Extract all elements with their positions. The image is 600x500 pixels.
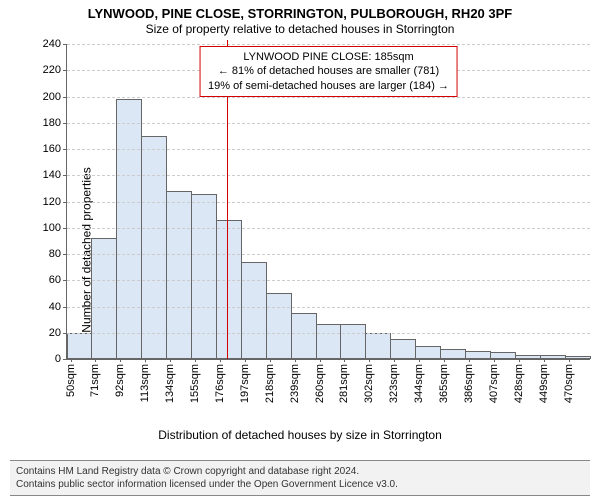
- histogram-bar: 302sqm: [365, 333, 391, 359]
- histogram-bar: 176sqm: [216, 220, 242, 359]
- footer-line-1: Contains HM Land Registry data © Crown c…: [16, 465, 584, 478]
- x-axis-label: Distribution of detached houses by size …: [0, 428, 600, 442]
- y-tick: 60: [49, 274, 67, 286]
- x-tick: 281sqm: [338, 358, 350, 403]
- x-tick: 155sqm: [189, 358, 201, 403]
- x-tick: 365sqm: [438, 358, 450, 403]
- histogram-bar: 218sqm: [266, 293, 292, 359]
- y-tick: 120: [43, 196, 67, 208]
- annotation-line: LYNWOOD PINE CLOSE: 185sqm: [208, 50, 449, 64]
- y-tick: 240: [43, 38, 67, 50]
- histogram-bar: 92sqm: [116, 99, 142, 359]
- y-tick: 180: [43, 117, 67, 129]
- annotation-line: 19% of semi-detached houses are larger (…: [208, 79, 449, 93]
- y-tick: 0: [55, 353, 67, 365]
- histogram-bar: 470sqm: [565, 356, 591, 359]
- x-tick: 176sqm: [214, 358, 226, 403]
- histogram-bar: 113sqm: [141, 136, 167, 359]
- histogram-bar: 428sqm: [515, 355, 541, 359]
- x-tick: 449sqm: [538, 358, 550, 403]
- gridline: [67, 307, 590, 308]
- x-tick: 260sqm: [314, 358, 326, 403]
- x-tick: 428sqm: [513, 358, 525, 403]
- x-tick: 386sqm: [463, 358, 475, 403]
- y-tick: 220: [43, 64, 67, 76]
- gridline: [67, 228, 590, 229]
- y-tick: 80: [49, 248, 67, 260]
- gridline: [67, 333, 590, 334]
- x-tick: 323sqm: [388, 358, 400, 403]
- y-tick: 20: [49, 327, 67, 339]
- gridline: [67, 44, 590, 45]
- histogram-bar: 155sqm: [191, 194, 217, 359]
- histogram-bar: 260sqm: [316, 324, 342, 359]
- y-tick: 160: [43, 143, 67, 155]
- gridline: [67, 175, 590, 176]
- plot-area: 50sqm71sqm92sqm113sqm134sqm155sqm176sqm1…: [66, 44, 590, 360]
- histogram-bar: 197sqm: [241, 262, 267, 359]
- y-tick: 140: [43, 169, 67, 181]
- chart-area: 50sqm71sqm92sqm113sqm134sqm155sqm176sqm1…: [28, 44, 590, 408]
- x-tick: 470sqm: [563, 358, 575, 403]
- footer-line-2: Contains public sector information licen…: [16, 478, 584, 491]
- x-tick: 197sqm: [239, 358, 251, 403]
- y-tick: 40: [49, 301, 67, 313]
- x-tick: 113sqm: [139, 358, 151, 402]
- annotation-box: LYNWOOD PINE CLOSE: 185sqm← 81% of detac…: [199, 46, 458, 97]
- annotation-line: ← 81% of detached houses are smaller (78…: [208, 64, 449, 78]
- histogram-bar: 239sqm: [291, 313, 317, 359]
- licence-footer: Contains HM Land Registry data © Crown c…: [10, 460, 590, 496]
- histogram-bar: 407sqm: [490, 352, 516, 359]
- histogram-bar: 323sqm: [390, 339, 416, 359]
- chart-container: LYNWOOD, PINE CLOSE, STORRINGTON, PULBOR…: [0, 0, 600, 500]
- x-tick: 218sqm: [264, 358, 276, 403]
- x-tick: 344sqm: [413, 358, 425, 403]
- x-tick: 134sqm: [164, 358, 176, 403]
- x-tick: 302sqm: [363, 358, 375, 403]
- gridline: [67, 123, 590, 124]
- x-tick: 92sqm: [114, 358, 126, 397]
- title-main: LYNWOOD, PINE CLOSE, STORRINGTON, PULBOR…: [0, 0, 600, 21]
- gridline: [67, 280, 590, 281]
- x-tick: 71sqm: [89, 358, 101, 397]
- x-tick: 239sqm: [289, 358, 301, 403]
- gridline: [67, 254, 590, 255]
- y-tick: 100: [43, 222, 67, 234]
- y-tick: 200: [43, 91, 67, 103]
- gridline: [67, 202, 590, 203]
- histogram-bar: 134sqm: [166, 191, 192, 359]
- histogram-bar: 50sqm: [67, 333, 93, 359]
- x-tick: 407sqm: [488, 358, 500, 403]
- histogram-bar: 71sqm: [91, 238, 117, 359]
- histogram-bar: 281sqm: [340, 324, 366, 359]
- title-sub: Size of property relative to detached ho…: [0, 21, 600, 38]
- gridline: [67, 149, 590, 150]
- histogram-bar: 449sqm: [540, 355, 566, 359]
